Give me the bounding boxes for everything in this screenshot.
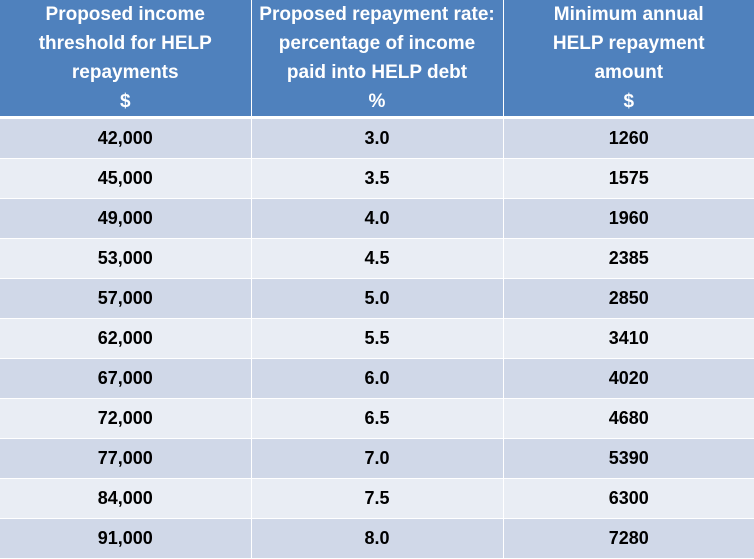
header-unit: $: [119, 91, 131, 112]
minimum-repayment-cell: 5390: [503, 438, 754, 479]
minimum-repayment-cell: 6300: [503, 478, 754, 519]
table-row: 91,000 8.0 7280: [0, 518, 754, 559]
table-row: 45,000 3.5 1575: [0, 158, 754, 199]
repayment-rate-cell: 4.0: [251, 198, 504, 239]
income-threshold-cell: 53,000: [0, 238, 252, 279]
header-income-threshold: Proposed income threshold for HELP repay…: [0, 0, 252, 119]
header-repayment-rate: Proposed repayment rate: percentage of i…: [251, 0, 504, 119]
income-threshold-cell: 45,000: [0, 158, 252, 199]
header-line: HELP repayment: [552, 33, 705, 54]
header-line: Proposed income: [45, 4, 205, 25]
repayment-rate-cell: 3.0: [251, 117, 504, 159]
table-row: 72,000 6.5 4680: [0, 398, 754, 439]
repayment-rate-cell: 5.5: [251, 318, 504, 359]
header-line: paid into HELP debt: [286, 62, 468, 83]
table-row: 53,000 4.5 2385: [0, 238, 754, 279]
repayment-rate-cell: 7.5: [251, 478, 504, 519]
table-row: 77,000 7.0 5390: [0, 438, 754, 479]
table-row: 84,000 7.5 6300: [0, 478, 754, 519]
repayment-rate-cell: 4.5: [251, 238, 504, 279]
table-row: 49,000 4.0 1960: [0, 198, 754, 239]
minimum-repayment-cell: 4020: [503, 358, 754, 399]
minimum-repayment-cell: 2850: [503, 278, 754, 319]
income-threshold-cell: 91,000: [0, 518, 252, 559]
header-line: percentage of income: [278, 33, 476, 54]
minimum-repayment-cell: 7280: [503, 518, 754, 559]
repayment-rate-cell: 5.0: [251, 278, 504, 319]
minimum-repayment-cell: 2385: [503, 238, 754, 279]
table-row: 67,000 6.0 4020: [0, 358, 754, 399]
header-line: Minimum annual: [553, 4, 704, 25]
table-row: 62,000 5.5 3410: [0, 318, 754, 359]
repayment-rate-cell: 3.5: [251, 158, 504, 199]
header-unit: $: [623, 91, 635, 112]
repayment-rate-cell: 6.0: [251, 358, 504, 399]
income-threshold-cell: 57,000: [0, 278, 252, 319]
table-body: 42,000 3.0 1260 45,000 3.5 1575 49,000 4…: [0, 117, 754, 559]
header-unit: %: [368, 91, 386, 112]
minimum-repayment-cell: 3410: [503, 318, 754, 359]
header-row: Proposed income threshold for HELP repay…: [0, 0, 754, 119]
income-threshold-cell: 49,000: [0, 198, 252, 239]
income-threshold-cell: 42,000: [0, 117, 252, 159]
minimum-repayment-cell: 1575: [503, 158, 754, 199]
income-threshold-cell: 62,000: [0, 318, 252, 359]
minimum-repayment-cell: 1960: [503, 198, 754, 239]
minimum-repayment-cell: 1260: [503, 117, 754, 159]
repayment-rate-cell: 7.0: [251, 438, 504, 479]
income-threshold-cell: 77,000: [0, 438, 252, 479]
header-minimum-repayment: Minimum annual HELP repayment amount $: [503, 0, 754, 119]
repayment-rate-cell: 8.0: [251, 518, 504, 559]
minimum-repayment-cell: 4680: [503, 398, 754, 439]
income-threshold-cell: 84,000: [0, 478, 252, 519]
header-line: threshold for HELP: [38, 33, 212, 54]
table-row: 42,000 3.0 1260: [0, 117, 754, 159]
income-threshold-cell: 67,000: [0, 358, 252, 399]
repayment-rate-cell: 6.5: [251, 398, 504, 439]
header-line: amount: [594, 62, 664, 83]
header-line: repayments: [71, 62, 179, 83]
header-line: Proposed repayment rate:: [259, 4, 495, 25]
income-threshold-cell: 72,000: [0, 398, 252, 439]
table-row: 57,000 5.0 2850: [0, 278, 754, 319]
